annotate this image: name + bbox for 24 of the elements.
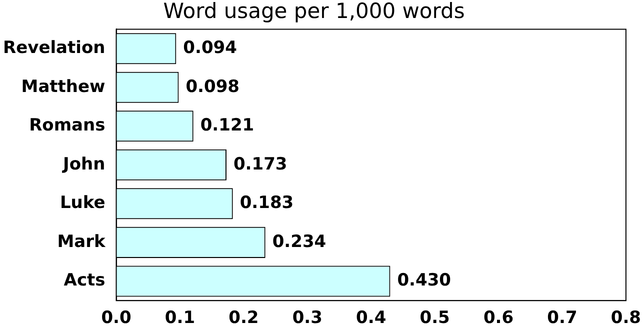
x-tick-label: 0.3: [292, 308, 322, 328]
data-label: 0.173: [233, 154, 288, 174]
x-tick-label: 0.2: [228, 308, 259, 328]
x-tick-label: 0.4: [356, 308, 386, 328]
y-tick-label: Luke: [60, 193, 106, 214]
data-label: 0.430: [397, 270, 452, 291]
y-tick-label: Revelation: [3, 38, 106, 58]
x-tick-label: 0.8: [610, 308, 642, 328]
data-label: 0.183: [240, 193, 294, 214]
chart-title: Word usage per 1,000 words: [163, 0, 465, 24]
x-tick-label: 0.0: [101, 308, 132, 328]
y-tick-label: Mark: [57, 232, 106, 252]
data-label: 0.121: [200, 116, 254, 136]
x-tick-label: 0.5: [420, 308, 450, 328]
x-tick-label: 0.7: [547, 308, 578, 328]
y-tick-label: Matthew: [21, 76, 106, 97]
y-tick-label: John: [62, 154, 106, 174]
x-tick-label: 0.6: [483, 308, 514, 328]
x-tick-label: 0.1: [164, 308, 196, 328]
data-label: 0.098: [186, 76, 240, 97]
data-label: 0.234: [272, 232, 326, 252]
y-tick-label: Acts: [64, 270, 106, 291]
y-tick-label: Romans: [29, 116, 106, 136]
data-label: 0.094: [183, 38, 238, 58]
